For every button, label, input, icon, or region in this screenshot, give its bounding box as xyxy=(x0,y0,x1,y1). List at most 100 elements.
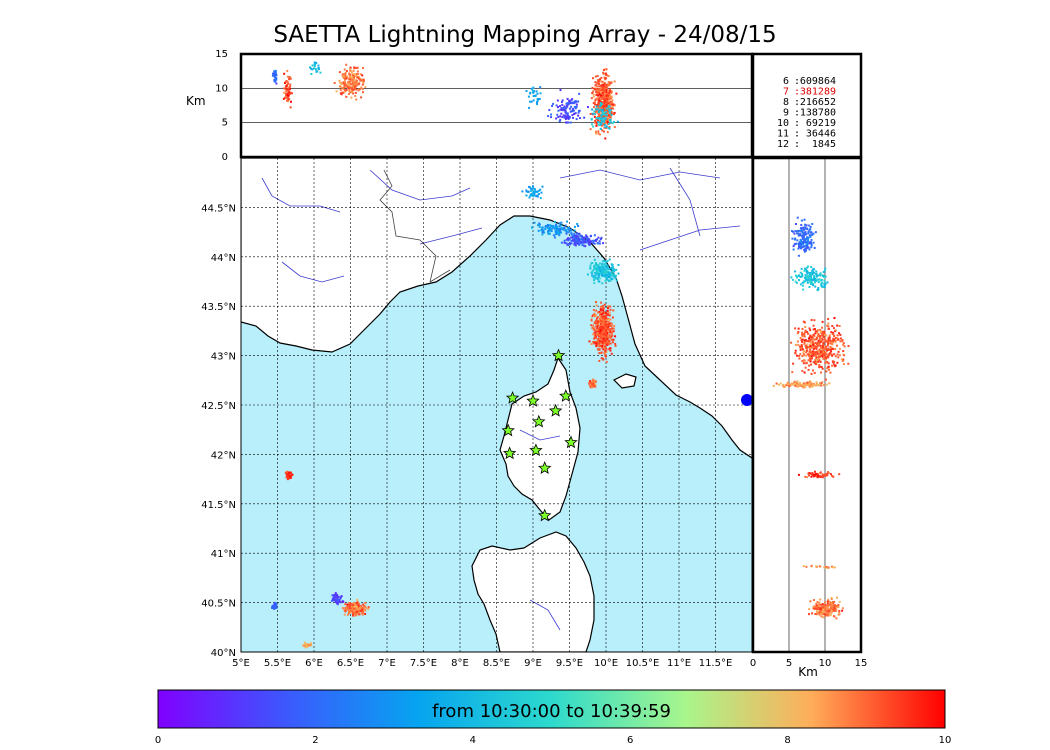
lightning-source xyxy=(823,611,826,614)
map-lightning-points xyxy=(271,185,620,649)
lightning-source xyxy=(558,105,561,108)
lightning-source xyxy=(838,611,841,614)
lightning-source xyxy=(608,117,611,120)
lightning-source xyxy=(338,85,341,88)
lightning-source xyxy=(802,351,805,354)
lightning-source xyxy=(826,600,829,603)
lightning-source xyxy=(814,281,817,284)
lightning-source xyxy=(596,115,599,118)
lon-tick-label: 6.5°E xyxy=(337,658,364,669)
lightning-source xyxy=(274,69,277,72)
lightning-source xyxy=(335,595,338,598)
lightning-source xyxy=(600,115,603,118)
lightning-source xyxy=(812,384,815,387)
lightning-source xyxy=(592,333,595,336)
lightning-source xyxy=(560,100,563,103)
lightning-source xyxy=(586,239,589,242)
lightning-source xyxy=(587,238,590,241)
lightning-source xyxy=(829,613,832,616)
lightning-source xyxy=(605,92,608,95)
lightning-source xyxy=(814,472,817,475)
lightning-source xyxy=(344,84,347,87)
lightning-source xyxy=(614,342,617,345)
lightning-source xyxy=(273,605,276,608)
lightning-source xyxy=(605,274,608,277)
lightning-source xyxy=(568,99,571,102)
lightning-source xyxy=(597,88,600,91)
lightning-source xyxy=(536,99,539,102)
lightning-source xyxy=(331,598,334,601)
lightning-source xyxy=(797,343,800,346)
lightning-source xyxy=(560,221,563,224)
lightning-source xyxy=(828,336,831,339)
lightning-source xyxy=(843,345,846,348)
lightning-source xyxy=(818,475,821,478)
lightning-source xyxy=(815,337,818,340)
lightning-source xyxy=(802,242,805,245)
lightning-source xyxy=(804,366,807,369)
lightning-source xyxy=(539,197,542,200)
lightning-source xyxy=(832,361,835,364)
lightning-source xyxy=(284,81,287,84)
lightning-source xyxy=(606,310,609,313)
lightning-source xyxy=(360,612,363,615)
lightning-source xyxy=(563,239,566,242)
lightning-source xyxy=(833,609,836,612)
lightning-source xyxy=(333,599,336,602)
lightning-source xyxy=(599,332,602,335)
lightning-source xyxy=(823,613,826,616)
altitude-tick-label: 10 xyxy=(215,83,228,94)
lightning-source xyxy=(604,279,607,282)
lightning-source xyxy=(829,608,832,611)
lightning-source xyxy=(592,341,595,344)
lightning-source xyxy=(355,611,358,614)
lightning-source xyxy=(601,321,604,324)
lightning-source xyxy=(595,270,598,273)
lightning-source xyxy=(353,609,356,612)
lightning-source xyxy=(576,242,579,245)
lightning-source xyxy=(613,275,616,278)
lightning-source xyxy=(826,281,829,284)
lightning-source xyxy=(344,606,347,609)
lightning-source xyxy=(609,331,612,334)
lightning-source xyxy=(600,103,603,106)
lightning-source xyxy=(571,235,574,238)
lightning-source xyxy=(572,116,575,119)
lightning-source xyxy=(603,340,606,343)
lightning-source xyxy=(808,248,811,251)
lightning-source xyxy=(814,285,817,288)
lightning-source xyxy=(819,346,822,349)
lightning-source xyxy=(599,95,602,98)
lightning-source xyxy=(594,119,597,122)
lightning-source xyxy=(352,77,355,80)
lightning-source xyxy=(601,80,604,83)
lightning-source xyxy=(358,88,361,91)
lightning-source xyxy=(830,342,833,345)
lightning-source xyxy=(807,332,810,335)
lightning-source xyxy=(808,474,811,477)
lightning-source xyxy=(567,231,570,234)
lightning-source xyxy=(601,282,604,285)
lightning-source xyxy=(809,334,812,337)
lightning-source xyxy=(596,348,599,351)
lightning-source xyxy=(813,271,816,274)
lon-tick-label: 11.5°E xyxy=(699,658,733,669)
lightning-source xyxy=(574,244,577,247)
lightning-source xyxy=(806,266,809,269)
lightning-source xyxy=(592,77,595,80)
lightning-source xyxy=(803,218,806,221)
lightning-source xyxy=(792,362,795,365)
lightning-source xyxy=(818,354,821,357)
lightning-source xyxy=(588,238,591,241)
lightning-source xyxy=(567,118,570,121)
lightning-source xyxy=(594,384,597,387)
lightning-source xyxy=(800,245,803,248)
lightning-source xyxy=(560,231,563,234)
lightning-source xyxy=(817,473,820,476)
lightning-source xyxy=(353,607,356,610)
station-star-icon xyxy=(532,414,546,428)
lightning-source xyxy=(826,339,829,342)
lightning-source xyxy=(604,103,607,106)
lightning-source xyxy=(605,343,608,346)
lon-altitude-frame xyxy=(239,52,754,159)
